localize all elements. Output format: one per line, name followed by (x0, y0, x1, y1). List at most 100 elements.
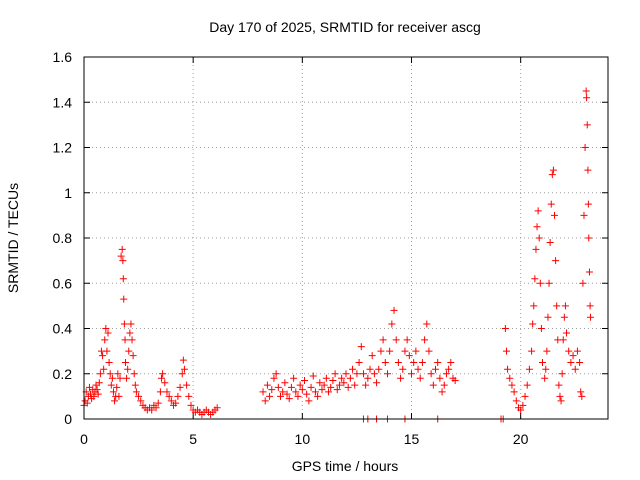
data-point (109, 388, 117, 396)
data-point (292, 388, 300, 396)
data-point (362, 381, 370, 389)
data-point (172, 399, 180, 407)
data-point (130, 370, 138, 378)
data-point (576, 358, 584, 366)
data-point (377, 347, 385, 355)
data-point (547, 200, 555, 208)
data-point (279, 388, 287, 396)
data-point (440, 381, 448, 389)
data-point (582, 87, 590, 95)
x-tick-label: 5 (189, 431, 197, 447)
data-point (167, 397, 175, 405)
data-point (117, 252, 125, 260)
data-point (277, 392, 284, 400)
data-point (103, 347, 111, 355)
data-point (118, 245, 126, 253)
data-point (335, 381, 343, 389)
data-point (451, 377, 459, 385)
data-point (307, 383, 315, 391)
data-point (561, 302, 569, 310)
data-point (447, 358, 455, 366)
x-tick-label: 10 (295, 431, 311, 447)
data-point (180, 365, 188, 373)
data-point (392, 336, 400, 344)
data-point (557, 397, 565, 405)
data-point (90, 392, 98, 400)
y-tick-label: 0.6 (53, 275, 73, 291)
data-point (587, 313, 595, 321)
data-point (355, 358, 363, 366)
data-point (558, 370, 566, 378)
data-point (129, 352, 137, 360)
data-point (121, 358, 129, 366)
x-tick-label: 20 (513, 431, 529, 447)
data-point (399, 365, 407, 373)
data-point (294, 392, 302, 400)
data-point (124, 365, 132, 373)
data-point (331, 370, 339, 378)
data-point (517, 406, 525, 414)
data-point (287, 383, 295, 391)
data-point (553, 302, 561, 310)
data-point (185, 392, 193, 400)
data-point (342, 370, 350, 378)
data-point (519, 401, 527, 409)
data-point (187, 401, 195, 409)
data-point (414, 365, 422, 373)
data-point (83, 399, 91, 407)
data-point (340, 379, 348, 387)
data-points (80, 87, 595, 423)
data-point (521, 392, 529, 400)
data-point (408, 370, 415, 378)
data-point (442, 370, 450, 378)
data-point (502, 347, 510, 355)
data-point (132, 388, 140, 396)
y-axis-label: SRMTID / TECUs (5, 183, 21, 293)
data-point (316, 379, 324, 387)
data-point (127, 320, 135, 328)
data-point (178, 370, 186, 378)
data-point (506, 374, 514, 382)
data-point (504, 365, 512, 373)
axis-ticks: 0 0.2 0.4 0.6 0.8 1 1.2 1.4 1.6 0 5 10 15 20 (53, 49, 608, 447)
data-point (537, 325, 545, 332)
data-point (432, 365, 440, 373)
data-point (434, 358, 442, 366)
data-point (94, 390, 102, 398)
x-tick-label: 15 (404, 431, 420, 447)
data-point (119, 257, 127, 265)
data-point (584, 200, 592, 208)
chart-title: Day 170 of 2025, SRMTID for receiver asc… (209, 19, 481, 35)
data-point (285, 395, 293, 403)
data-point (351, 381, 359, 389)
data-point (412, 347, 420, 355)
data-point (563, 329, 571, 337)
grid (84, 57, 608, 419)
data-point (386, 347, 394, 355)
data-point (552, 257, 560, 265)
data-point (560, 313, 568, 321)
data-point (95, 379, 103, 387)
data-point (121, 336, 129, 344)
data-point (213, 404, 221, 412)
data-point (416, 374, 424, 382)
data-point (158, 374, 166, 382)
data-point (512, 397, 520, 405)
data-point (353, 370, 361, 378)
data-point (290, 374, 298, 382)
data-point (397, 374, 405, 382)
data-point (533, 223, 541, 231)
data-point (338, 374, 346, 382)
data-point (311, 388, 319, 396)
data-point (383, 370, 391, 378)
data-point (119, 275, 127, 283)
data-point (131, 381, 139, 389)
data-point (320, 381, 328, 389)
data-point (274, 383, 282, 391)
data-point (93, 386, 101, 394)
data-point (105, 358, 113, 366)
data-point (346, 374, 354, 382)
data-point (370, 370, 378, 378)
data-point (510, 388, 518, 396)
data-point (543, 347, 551, 355)
